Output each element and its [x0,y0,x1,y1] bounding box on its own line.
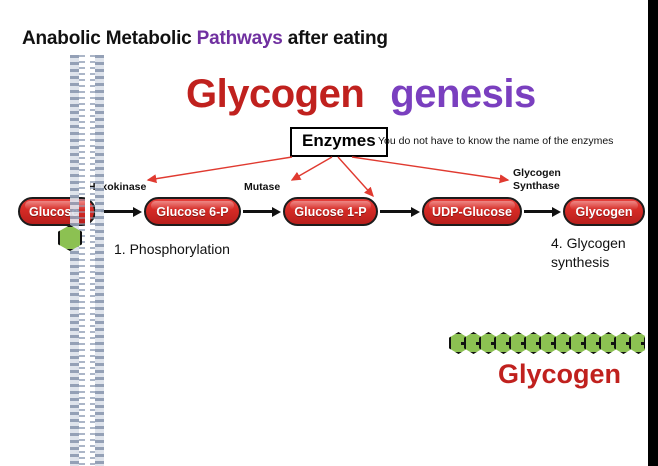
arrow-head [552,207,561,217]
main-heading-word-glycogen: Glycogen [186,72,365,116]
membrane-head-right-overlay [95,55,104,466]
pathway-arrow-2 [243,207,281,217]
arrow-head [133,207,142,217]
plasma-membrane-overlay [69,55,105,466]
pathway-arrow-1 [101,207,142,217]
arrow-to-hexokinase [146,156,293,184]
pathway-arrow-4 [524,207,561,217]
main-heading-word-genesis: genesis [390,72,536,116]
enzyme-label-mutase: Mutase [244,181,281,193]
membrane-head-left-overlay [70,55,79,466]
arrow-shaft [243,210,272,213]
pathway-node-glycogen-label: Glycogen [575,204,633,219]
right-edge-black-bar [648,0,658,466]
pathway-node-glycogen: Glycogen [563,197,645,226]
page-title-suffix: after eating [282,28,388,49]
enzymes-note: You do not have to know the name of the … [378,135,614,147]
membrane-core-overlay [85,55,90,466]
glycogen-polymer-chain [449,330,658,356]
pathway-node-glucose-1-p-label: Glucose 1-P [294,204,367,219]
pathway-node-udp-glucose: UDP-Glucose [422,197,522,226]
enzyme-label-glycogen-synthase-line2: Synthase [513,180,560,193]
page-title-prefix: Anabolic Metabolic [22,28,197,49]
pathway-arrow-3 [380,207,420,217]
glycogen-polymer-label: Glycogen [498,359,622,389]
arrow-shaft [524,210,552,213]
main-heading: Glycogen genesis [186,72,536,117]
enzyme-label-glycogen-synthase-line1: Glycogen [513,167,561,179]
pathway-node-glucose-6-p-label: Glucose 6-P [156,204,229,219]
arrow-shaft [101,210,133,213]
arrow-head [411,207,420,217]
arrow-to-glucose1p [337,156,374,198]
step-caption-phosphorylation: 1. Phosphorylation [114,241,230,257]
page-title: Anabolic Metabolic Pathways after eating [22,28,388,50]
right-edge-white-gap [645,0,648,466]
step-caption-glycogen-synthesis: 4. Glycogen synthesis [551,235,626,270]
pathway-node-glucose-1-p: Glucose 1-P [283,197,378,226]
arrow-head [272,207,281,217]
page-title-accent: Pathways [196,28,283,49]
pathway-node-glucose-6-p: Glucose 6-P [144,197,241,226]
arrow-to-mutase [290,156,333,181]
pathway-node-glucose-label: Glucose [29,204,79,219]
enzyme-label-glycogen-synthase: Glycogen Synthase [513,167,561,193]
arrow-to-glycogen-synthase [351,156,510,184]
arrow-shaft [380,210,411,213]
enzymes-box: Enzymes [290,127,388,157]
pathway-node-udp-glucose-label: UDP-Glucose [432,204,512,219]
